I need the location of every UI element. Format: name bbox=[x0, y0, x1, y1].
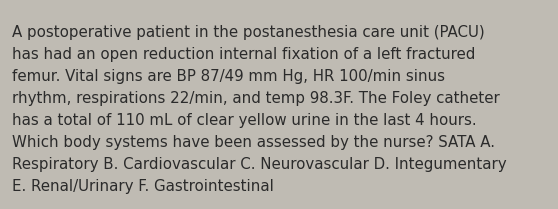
Text: A postoperative patient in the postanesthesia care unit (PACU)
has had an open r: A postoperative patient in the postanest… bbox=[12, 25, 507, 194]
